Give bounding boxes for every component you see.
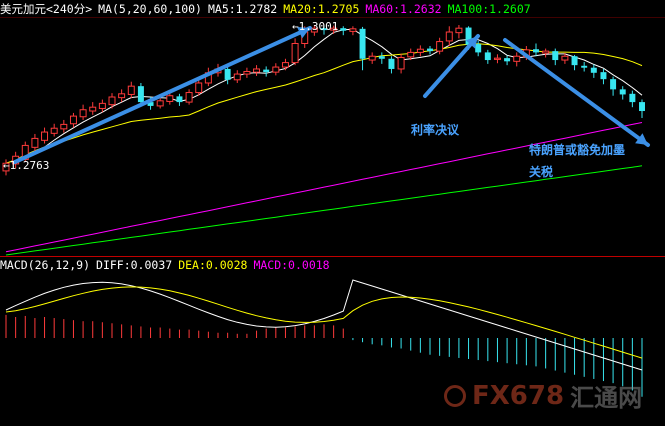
candle-body bbox=[359, 28, 366, 59]
macd-dea-line bbox=[5, 286, 643, 359]
candle-body bbox=[445, 31, 453, 42]
high-price-label: ←1.3001 bbox=[292, 20, 339, 33]
rate-decision-arrow bbox=[423, 34, 480, 98]
fx678-logo-icon bbox=[444, 384, 466, 407]
candle-body bbox=[455, 27, 463, 34]
candle-body bbox=[281, 62, 289, 68]
annotation-trump-line1: 特朗普或豁免加墨 bbox=[529, 143, 626, 157]
candle-body bbox=[330, 27, 338, 31]
candle-body bbox=[98, 102, 106, 109]
candle-body bbox=[416, 48, 424, 53]
candle-body bbox=[427, 48, 433, 52]
candle-body bbox=[89, 106, 97, 112]
uptrend-arrow-head bbox=[297, 27, 310, 39]
macd-value: MACD:0.0018 bbox=[253, 258, 330, 272]
rate-decision-arrow-head bbox=[465, 36, 478, 49]
candle-body bbox=[185, 92, 193, 103]
candle-body bbox=[340, 28, 347, 31]
candle-body bbox=[272, 66, 280, 73]
candle-body bbox=[69, 115, 77, 125]
candle-body bbox=[147, 102, 154, 106]
watermark-brand: FX678 bbox=[472, 380, 565, 411]
candle-body bbox=[542, 50, 550, 54]
candle-body bbox=[388, 58, 395, 69]
candle-body bbox=[108, 96, 116, 106]
downtrend-arrow-head bbox=[635, 133, 648, 145]
annotation-rate-decision: 利率决议 bbox=[411, 123, 460, 137]
main-indicator-header: 美元加元<240分> MA(5,20,60,100) MA5:1.2782 MA20:… bbox=[0, 1, 537, 17]
macd-dea-value: DEA:0.0028 bbox=[178, 258, 248, 272]
candle-body bbox=[571, 56, 578, 66]
candle-body bbox=[321, 28, 327, 31]
macd-diff-line bbox=[5, 279, 643, 371]
candle-body bbox=[79, 109, 87, 118]
candle-body bbox=[176, 96, 183, 103]
candle-body bbox=[50, 127, 58, 134]
ma5-value: MA5:1.2782 bbox=[207, 2, 278, 16]
candle-body bbox=[137, 86, 144, 103]
candle-body bbox=[263, 69, 270, 73]
candle-body bbox=[349, 28, 357, 32]
candle-body bbox=[504, 58, 511, 62]
symbol-title[interactable]: 美元加元 bbox=[0, 2, 46, 16]
candle-body bbox=[436, 41, 444, 52]
candle-body bbox=[310, 27, 318, 33]
candle-body bbox=[253, 68, 261, 73]
candle-body bbox=[475, 44, 482, 53]
candle-body bbox=[484, 52, 491, 61]
candle-body bbox=[31, 137, 39, 148]
candle-body bbox=[127, 85, 135, 95]
candle-body bbox=[2, 162, 10, 172]
candle-body bbox=[291, 42, 299, 64]
candle-body bbox=[118, 93, 126, 99]
candle-body bbox=[581, 65, 588, 68]
candle-body bbox=[533, 49, 539, 53]
macd-indicator-header: MACD(26,12,9) DIFF:0.0037 DEA:0.0028 MACD:0… bbox=[0, 257, 336, 273]
ma-params[interactable]: MA(5,20,60,100) bbox=[98, 2, 202, 16]
candle-body bbox=[493, 57, 501, 60]
ma100-value: MA100:1.2607 bbox=[447, 2, 531, 16]
candle-body bbox=[243, 71, 251, 75]
candle-body bbox=[224, 68, 231, 80]
ma60-value: MA60:1.2632 bbox=[365, 2, 442, 16]
ma20-value: MA20:1.2705 bbox=[283, 2, 360, 16]
macd-params[interactable]: MACD(26,12,9) bbox=[0, 258, 91, 272]
watermark: FX678 汇通网 bbox=[444, 378, 642, 413]
candle-body bbox=[610, 79, 617, 90]
downtrend-arrow bbox=[503, 38, 650, 147]
candle-body bbox=[552, 51, 559, 61]
ma60-line bbox=[5, 122, 643, 253]
uptrend-arrow bbox=[13, 26, 312, 164]
period-label[interactable]: <240分> bbox=[46, 2, 93, 16]
candle-body bbox=[465, 27, 472, 45]
candle-body bbox=[166, 95, 174, 102]
candle-body bbox=[156, 100, 164, 107]
annotation-trump-line2: 关税 bbox=[529, 165, 554, 179]
candle-body bbox=[378, 56, 385, 59]
candle-body bbox=[41, 131, 49, 141]
candle-body bbox=[368, 55, 376, 61]
ma100-line bbox=[5, 165, 643, 256]
candle-body bbox=[600, 72, 607, 80]
low-price-label: ←1.2763 bbox=[3, 159, 50, 172]
candle-body bbox=[60, 123, 68, 130]
candle-body bbox=[561, 55, 569, 61]
candle-body bbox=[639, 102, 645, 112]
candle-body bbox=[513, 55, 521, 62]
candle-body bbox=[619, 89, 626, 95]
candle-body bbox=[195, 82, 203, 94]
candle-body bbox=[407, 51, 415, 58]
watermark-cn: 汇通网 bbox=[570, 384, 643, 412]
candle-body bbox=[629, 93, 636, 103]
macd-diff-value: DIFF:0.0037 bbox=[96, 258, 173, 272]
candle-body bbox=[397, 57, 405, 70]
candle-body bbox=[233, 73, 241, 81]
candle-body bbox=[590, 67, 597, 73]
